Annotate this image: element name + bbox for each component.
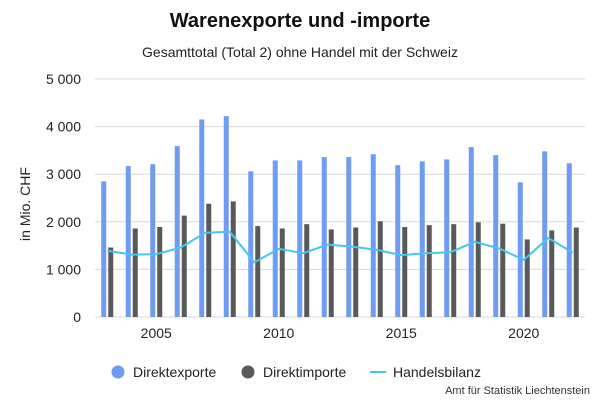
bar-direktexporte	[419, 161, 425, 317]
bar-direktexporte	[223, 116, 229, 318]
line-series	[107, 230, 574, 264]
legend-label: Direktimporte	[263, 364, 346, 380]
chart-title: Warenexporte und -importe	[170, 10, 430, 32]
bar-direktexporte	[174, 146, 180, 317]
chart-subtitle: Gesamttotal (Total 2) ohne Handel mit de…	[142, 44, 458, 60]
bar-direktimporte	[353, 227, 359, 317]
bar-direktexporte	[101, 181, 107, 317]
x-tick-label: 2005	[141, 325, 172, 341]
bar-direktimporte	[524, 239, 530, 317]
bar-direktimporte	[304, 224, 310, 317]
bar-direktimporte	[132, 228, 138, 317]
bar-direktimporte	[475, 222, 481, 317]
bar-direktexporte	[199, 119, 205, 318]
bar-direktexporte	[125, 166, 131, 317]
x-tick-label: 2020	[508, 325, 539, 341]
y-tick-label: 3 000	[46, 166, 81, 182]
bar-direktimporte	[157, 227, 163, 317]
bar-direktimporte	[206, 203, 212, 317]
y-tick-label: 1 000	[46, 261, 81, 277]
y-tick-label: 0	[73, 309, 81, 325]
bar-direktexporte	[468, 147, 474, 317]
line-handelsbilanz	[107, 230, 574, 264]
bar-direktimporte	[181, 215, 187, 317]
y-tick-label: 4 000	[46, 119, 81, 135]
source-note: Amt für Statistik Liechtenstein	[445, 385, 590, 397]
bar-direktexporte	[272, 160, 278, 317]
bar-direktimporte	[279, 228, 285, 317]
bar-direktexporte	[566, 163, 572, 317]
bars	[101, 116, 579, 318]
bar-direktimporte	[426, 225, 432, 317]
bar-direktimporte	[328, 229, 334, 317]
y-axis-label: in Mio. CHF	[17, 167, 33, 241]
x-tick-label: 2015	[386, 325, 417, 341]
x-tick-labels: 2005 2010 2015 2020	[141, 325, 540, 341]
y-tick-label: 2 000	[46, 214, 81, 230]
y-tick-label: 5 000	[46, 71, 81, 87]
legend-label: Direktexporte	[133, 364, 216, 380]
bar-direktimporte	[549, 230, 555, 317]
bar-direktexporte	[517, 182, 523, 317]
bar-direktexporte	[321, 157, 327, 317]
bar-direktimporte	[108, 247, 114, 317]
bar-direktexporte	[493, 155, 499, 317]
bar-direktimporte	[500, 223, 506, 317]
bar-direktexporte	[542, 151, 548, 317]
bar-direktexporte	[346, 157, 352, 317]
bar-direktexporte	[297, 160, 303, 317]
bar-direktexporte	[444, 159, 450, 317]
bar-direktexporte	[370, 154, 376, 317]
bar-direktexporte	[395, 165, 401, 317]
grid-layer	[95, 78, 585, 318]
bar-direktimporte	[377, 221, 383, 317]
bar-direktimporte	[230, 201, 236, 317]
legend-dot-marker	[241, 365, 255, 379]
bar-direktimporte	[451, 224, 457, 317]
legend-label: Handelsbilanz	[393, 364, 481, 380]
y-tick-labels: 0 1 000 2 000 3 000 4 000 5 000	[46, 71, 81, 325]
x-tick-label: 2010	[263, 325, 294, 341]
bar-direktexporte	[150, 164, 156, 317]
bar-direktexporte	[248, 171, 254, 317]
legend: Direktexporte Direktimporte Handelsbilanz	[111, 364, 481, 380]
legend-dot-marker	[111, 365, 125, 379]
bar-direktimporte	[402, 227, 408, 317]
bar-direktimporte	[573, 227, 579, 317]
bar-direktimporte	[255, 226, 261, 317]
